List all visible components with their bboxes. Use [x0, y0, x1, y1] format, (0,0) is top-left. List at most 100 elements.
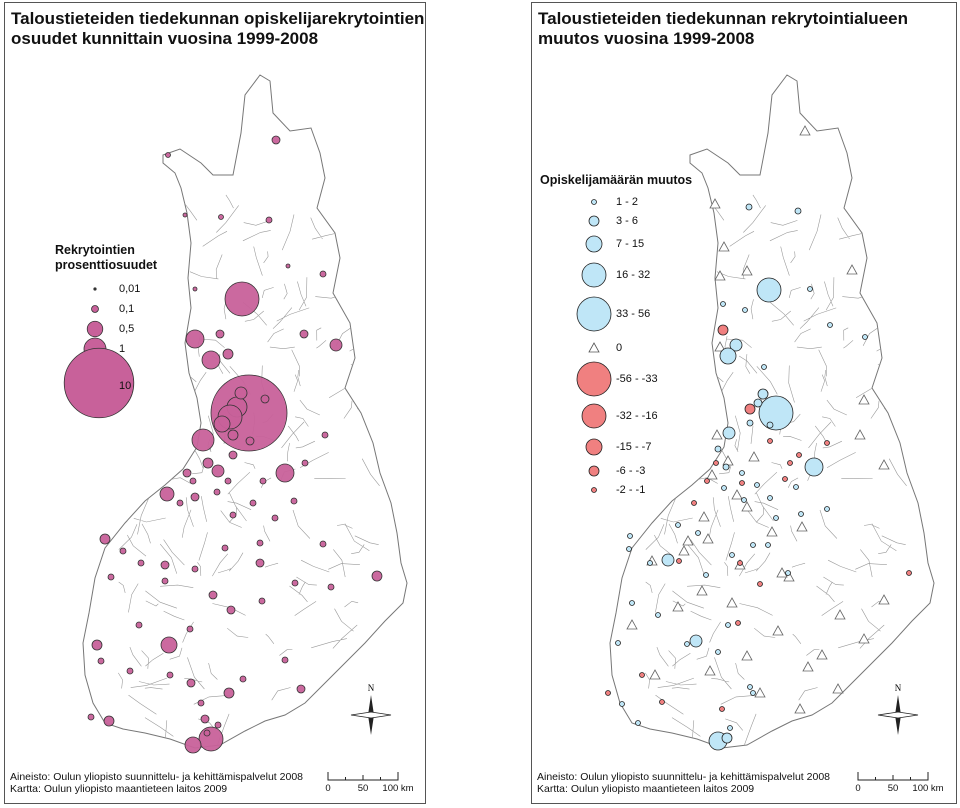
right-map-increase-symbol	[761, 364, 767, 370]
left-map-symbol	[265, 216, 273, 224]
north-arrow-icon: N	[877, 683, 919, 735]
right-legend-label: -2 - -1	[616, 484, 646, 496]
right-map-increase-symbol	[627, 533, 633, 539]
left-map-symbol	[186, 625, 194, 633]
right-legend-decrease-symbol	[576, 361, 612, 397]
right-map-increase-symbol	[757, 388, 769, 400]
right-map-increase-symbol	[722, 463, 730, 471]
right-map-decrease-symbol	[906, 570, 912, 576]
left-map-symbol	[191, 565, 199, 573]
right-map-increase-symbol	[753, 398, 763, 408]
left-map-symbol	[182, 468, 192, 478]
right-map-increase-symbol	[767, 495, 773, 501]
right-map-increase-symbol	[722, 426, 736, 440]
right-map-zero-symbol	[711, 429, 723, 440]
right-map-increase-symbol	[615, 640, 621, 646]
left-map-symbol	[192, 286, 198, 292]
right-map-increase-symbol	[862, 334, 868, 340]
left-map-symbol	[126, 667, 134, 675]
right-map-zero-symbol	[702, 533, 714, 544]
right-map-decrease-symbol	[691, 500, 697, 506]
right-credit-map-source: Kartta: Oulun yliopisto maantieteen lait…	[537, 783, 755, 795]
left-map-symbol	[221, 544, 229, 552]
right-legend-label: 16 - 32	[616, 269, 651, 281]
right-map-zero-symbol	[741, 265, 753, 276]
left-map-symbol	[103, 715, 115, 727]
right-credit-data-source: Aineisto: Oulun yliopisto suunnittelu- j…	[537, 771, 831, 783]
scale-label: 50	[887, 783, 899, 794]
right-map-title: Taloustieteiden tiedekunnan rekrytointia…	[538, 9, 908, 48]
right-map-increase-symbol	[754, 482, 760, 488]
right-map-zero-symbol	[741, 501, 753, 512]
left-map-symbol	[271, 135, 281, 145]
north-arrow-horizontal	[877, 711, 919, 719]
right-map-increase-symbol	[695, 530, 701, 536]
right-map-zero-symbol	[709, 198, 721, 209]
right-map-increase-symbol	[729, 338, 743, 352]
left-scalebar: 0 50 100 km	[325, 771, 414, 795]
right-map-increase-symbol	[793, 484, 799, 490]
right-legend-label: 33 - 56	[616, 308, 651, 320]
left-map-symbol	[319, 540, 327, 548]
left-map-symbol	[208, 590, 218, 600]
right-map-zero-symbol	[754, 687, 766, 698]
left-map-symbol	[275, 463, 295, 483]
right-map-increase-symbol	[714, 445, 722, 453]
left-credits: Aineisto: Oulun yliopisto suunnittelu- j…	[10, 771, 303, 795]
right-map-zero-symbol	[772, 625, 784, 636]
left-map-symbol	[229, 511, 237, 519]
left-map-symbol	[290, 497, 298, 505]
right-map-increase-symbol	[675, 522, 681, 528]
left-map-symbol	[222, 348, 234, 360]
left-legend-label: 0,1	[119, 303, 135, 315]
right-map-decrease-symbol	[757, 581, 763, 587]
left-map-symbol	[137, 559, 145, 567]
scale-label: 0	[855, 783, 861, 794]
right-map-increase-symbol	[807, 286, 813, 292]
left-map-symbol	[226, 605, 236, 615]
right-map-zero-symbol	[796, 521, 808, 532]
right-legend-increase-symbol	[591, 199, 597, 205]
right-map-zero-symbol	[731, 489, 743, 500]
left-legend-symbol	[86, 320, 104, 338]
left-map-symbol	[234, 386, 248, 400]
right-map-decrease-symbol	[737, 560, 743, 566]
right-map-increase-symbol	[794, 207, 802, 215]
right-map-increase-symbol	[725, 622, 731, 628]
left-map: N	[63, 74, 408, 754]
left-map-symbol	[301, 459, 309, 467]
right-credits: Aineisto: Oulun yliopisto suunnittelu- j…	[537, 771, 830, 795]
left-map-symbol	[371, 570, 383, 582]
right-map-zero-symbol	[741, 650, 753, 661]
right-map-decrease-symbol	[659, 699, 665, 705]
right-map-panel: N Taloustieteiden tiedekunnan rekrytoint…	[531, 2, 957, 804]
right-map-zero-symbol	[714, 270, 726, 281]
right-map-decrease-symbol	[744, 403, 756, 415]
left-map-symbol	[159, 486, 175, 502]
right-map-increase-symbol	[756, 277, 782, 303]
right-scalebar: 0 50 100 km	[855, 771, 944, 795]
left-map-symbol	[166, 671, 174, 679]
right-legend-label: 0	[616, 342, 623, 354]
left-map-symbol	[165, 152, 171, 158]
left-map-panel: N Taloustieteiden tiedekunnan opiskelija…	[4, 2, 426, 804]
right-map-zero-symbol	[854, 429, 866, 440]
right-map-increase-symbol	[629, 600, 635, 606]
right-legend-zero-symbol	[588, 342, 600, 353]
left-map-symbol	[135, 621, 143, 629]
left-map-symbol	[197, 699, 205, 707]
right-legend-label: -32 - -16	[616, 410, 658, 422]
right-map-zero-symbol	[714, 341, 726, 352]
right-map-zero-symbol	[678, 545, 690, 556]
right-map-zero-symbol	[858, 394, 870, 405]
left-map-symbol	[321, 431, 329, 439]
left-legend-title: Rekrytointien prosenttiosuudet	[55, 243, 158, 272]
right-map-zero-symbol	[704, 665, 716, 676]
left-legend-label: 0,5	[119, 323, 135, 335]
right-map-zero-symbol	[682, 535, 694, 546]
right-map-zero-symbol	[718, 241, 730, 252]
left-legend-symbol	[91, 305, 99, 313]
right-map-increase-symbol	[689, 634, 703, 648]
left-map-symbol	[191, 428, 215, 452]
left-map-symbol	[291, 579, 299, 587]
